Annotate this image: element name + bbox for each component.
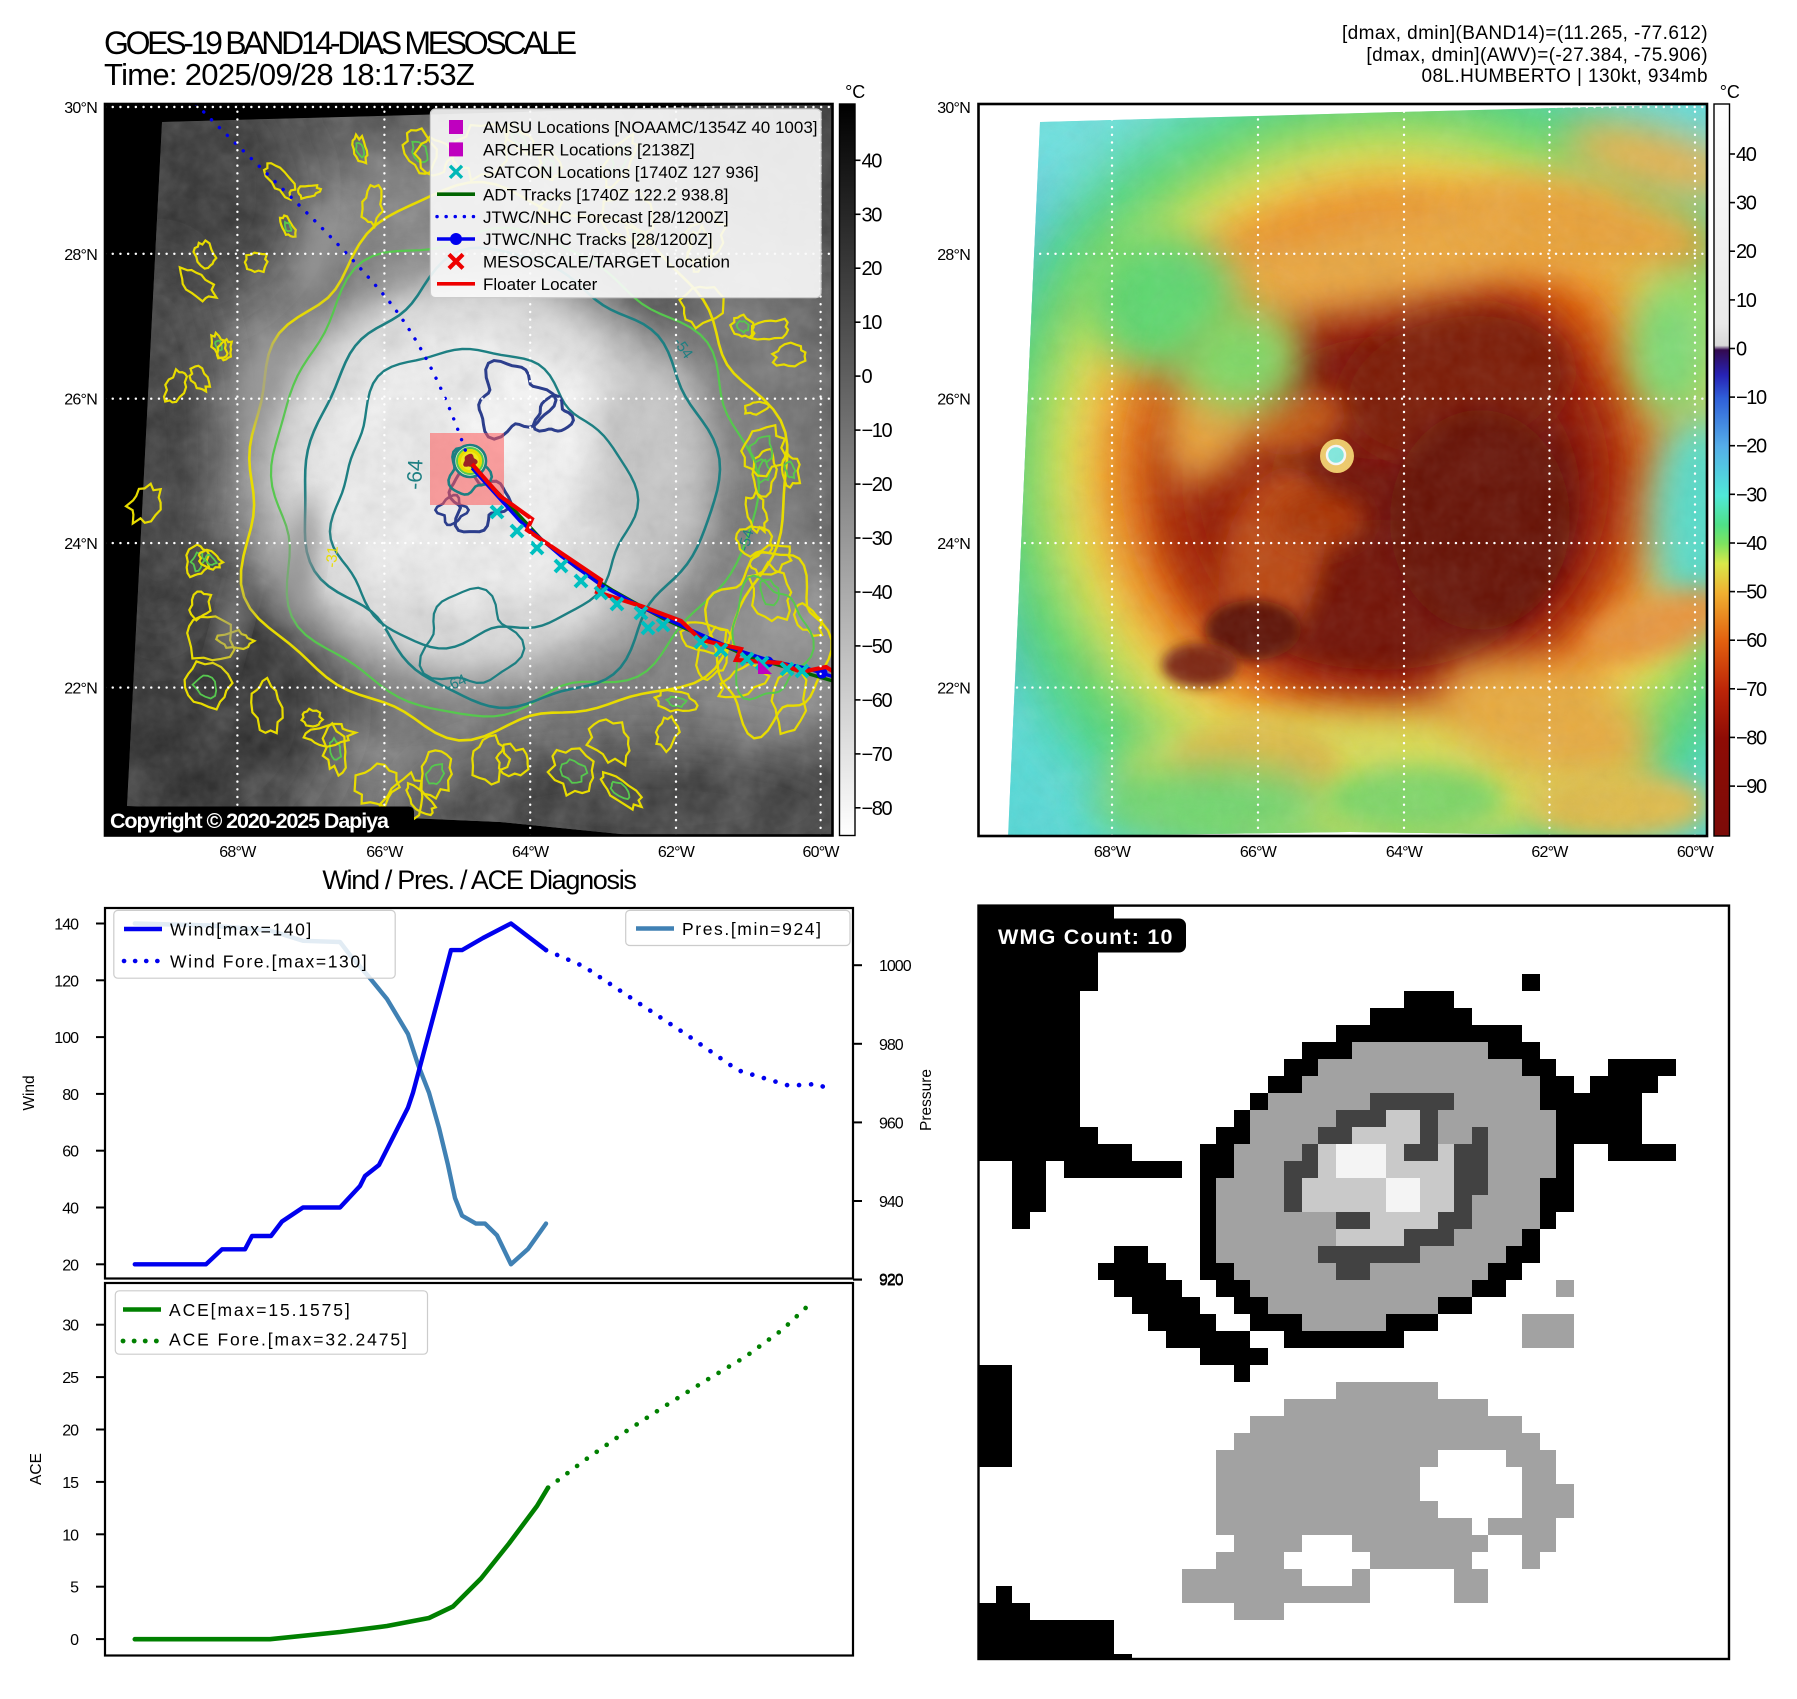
svg-text:ARCHER Locations [2138Z]: ARCHER Locations [2138Z]: [483, 141, 695, 160]
svg-text:64°W: 64°W: [1386, 844, 1424, 861]
svg-text:Pres.[min=924]: Pres.[min=924]: [682, 919, 823, 939]
svg-text:62°W: 62°W: [1531, 844, 1569, 861]
svg-text:−50: −50: [862, 636, 893, 658]
svg-text:−20: −20: [1736, 436, 1767, 458]
svg-text:20: 20: [1736, 241, 1757, 263]
svg-text:10: 10: [1736, 290, 1757, 312]
svg-text:100: 100: [54, 1030, 79, 1047]
svg-text:−60: −60: [862, 690, 893, 712]
svg-text:JTWC/NHC Forecast [28/1200Z]: JTWC/NHC Forecast [28/1200Z]: [483, 208, 729, 227]
svg-text:−80: −80: [862, 798, 893, 820]
svg-text:MESOSCALE/TARGET Location: MESOSCALE/TARGET Location: [483, 253, 730, 272]
svg-text:20: 20: [862, 258, 883, 280]
svg-text:−70: −70: [1736, 679, 1767, 701]
svg-text:0: 0: [70, 1632, 79, 1649]
svg-text:26°N: 26°N: [937, 392, 970, 409]
svg-text:60: 60: [62, 1144, 79, 1161]
svg-text:920: 920: [879, 1273, 904, 1290]
svg-text:JTWC/NHC Tracks [28/1200Z]: JTWC/NHC Tracks [28/1200Z]: [483, 230, 713, 249]
svg-text:°C: °C: [1720, 82, 1740, 102]
svg-text:60°W: 60°W: [1677, 844, 1715, 861]
svg-text:26°N: 26°N: [64, 392, 97, 409]
svg-text:−80: −80: [1736, 727, 1767, 749]
svg-text:40: 40: [62, 1201, 79, 1218]
svg-text:ACE Fore.[max=32.2475]: ACE Fore.[max=32.2475]: [169, 1330, 409, 1350]
svg-text:28°N: 28°N: [937, 247, 970, 264]
svg-text:Wind: Wind: [21, 1075, 38, 1110]
svg-text:AMSU Locations [NOAAMC/1354Z 4: AMSU Locations [NOAAMC/1354Z 40 1003]: [483, 118, 818, 137]
svg-text:68°W: 68°W: [1094, 844, 1132, 861]
svg-text:980: 980: [879, 1037, 904, 1054]
svg-text:22°N: 22°N: [937, 681, 970, 698]
svg-text:-54: -54: [735, 528, 757, 553]
svg-text:[dmax, dmin](BAND14)=(11.265,: [dmax, dmin](BAND14)=(11.265, -77.612): [1342, 23, 1708, 44]
svg-text:62°W: 62°W: [658, 844, 696, 861]
svg-text:Time: 2025/09/28 18:17:53Z: Time: 2025/09/28 18:17:53Z: [104, 57, 474, 92]
svg-text:68°W: 68°W: [219, 844, 257, 861]
svg-text:24°N: 24°N: [937, 536, 970, 553]
svg-text:−10: −10: [862, 420, 893, 442]
svg-text:940: 940: [879, 1194, 904, 1211]
svg-text:30: 30: [862, 204, 883, 226]
svg-text:920: 920: [879, 1272, 904, 1289]
svg-text:SATCON Locations [1740Z 127 93: SATCON Locations [1740Z 127 936]: [483, 163, 759, 182]
svg-text:66°W: 66°W: [366, 844, 404, 861]
svg-text:60°W: 60°W: [802, 844, 840, 861]
svg-text:Floater Locater: Floater Locater: [483, 275, 598, 294]
svg-text:30: 30: [1736, 193, 1757, 215]
svg-text:28°N: 28°N: [64, 247, 97, 264]
svg-text:120: 120: [54, 973, 79, 990]
svg-text:1000: 1000: [879, 958, 912, 975]
svg-text:960: 960: [879, 1115, 904, 1132]
svg-text:40: 40: [1736, 144, 1757, 166]
svg-text:Wind Fore.[max=130]: Wind Fore.[max=130]: [170, 952, 368, 972]
svg-text:Copyright © 2020-2025 Dapiya: Copyright © 2020-2025 Dapiya: [110, 809, 390, 833]
svg-text:24°N: 24°N: [64, 536, 97, 553]
svg-text:08L.HUMBERTO | 130kt, 934mb: 08L.HUMBERTO | 130kt, 934mb: [1422, 66, 1708, 87]
svg-text:−30: −30: [1736, 484, 1767, 506]
svg-text:0: 0: [1736, 339, 1747, 361]
svg-text:−20: −20: [862, 474, 893, 496]
svg-text:0: 0: [862, 366, 873, 388]
svg-text:20: 20: [62, 1257, 79, 1274]
svg-text:−60: −60: [1736, 630, 1767, 652]
svg-text:80: 80: [62, 1087, 79, 1104]
svg-text:[dmax, dmin](AWV)=(-27.384, -7: [dmax, dmin](AWV)=(-27.384, -75.906): [1366, 45, 1708, 66]
svg-text:140: 140: [54, 917, 79, 934]
svg-text:−40: −40: [862, 582, 893, 604]
svg-text:20: 20: [62, 1423, 79, 1440]
svg-text:5: 5: [70, 1580, 79, 1597]
svg-text:66°W: 66°W: [1240, 844, 1278, 861]
svg-text:Pressure: Pressure: [918, 1069, 935, 1131]
svg-text:ADT Tracks [1740Z 122.2 938.8]: ADT Tracks [1740Z 122.2 938.8]: [483, 185, 728, 204]
svg-text:−70: −70: [862, 744, 893, 766]
svg-text:-64: -64: [403, 458, 428, 490]
svg-text:Wind / Pres. / ACE Diagnosis: Wind / Pres. / ACE Diagnosis: [322, 865, 636, 895]
svg-text:−90: −90: [1736, 776, 1767, 798]
svg-text:−10: −10: [1736, 387, 1767, 409]
svg-text:WMG Count: 10: WMG Count: 10: [998, 925, 1174, 949]
svg-text:−40: −40: [1736, 533, 1767, 555]
svg-text:30°N: 30°N: [937, 100, 970, 117]
svg-text:GOES-19 BAND14-DIAS MESOSCALE: GOES-19 BAND14-DIAS MESOSCALE: [104, 25, 576, 61]
svg-text:−30: −30: [862, 528, 893, 550]
svg-text:64°W: 64°W: [512, 844, 550, 861]
svg-text:-31: -31: [323, 545, 342, 568]
svg-text:Wind[max=140]: Wind[max=140]: [170, 920, 313, 940]
svg-text:ACE: ACE: [28, 1453, 45, 1485]
svg-text:25: 25: [62, 1370, 79, 1387]
svg-text:°C: °C: [845, 82, 865, 102]
svg-text:22°N: 22°N: [64, 681, 97, 698]
svg-text:30°N: 30°N: [64, 100, 97, 117]
svg-text:10: 10: [862, 312, 883, 334]
svg-text:10: 10: [62, 1527, 79, 1544]
svg-text:−50: −50: [1736, 582, 1767, 604]
svg-text:ACE[max=15.1575]: ACE[max=15.1575]: [169, 1300, 352, 1320]
svg-text:15: 15: [62, 1475, 79, 1492]
svg-text:30: 30: [62, 1318, 79, 1335]
svg-text:40: 40: [862, 150, 883, 172]
